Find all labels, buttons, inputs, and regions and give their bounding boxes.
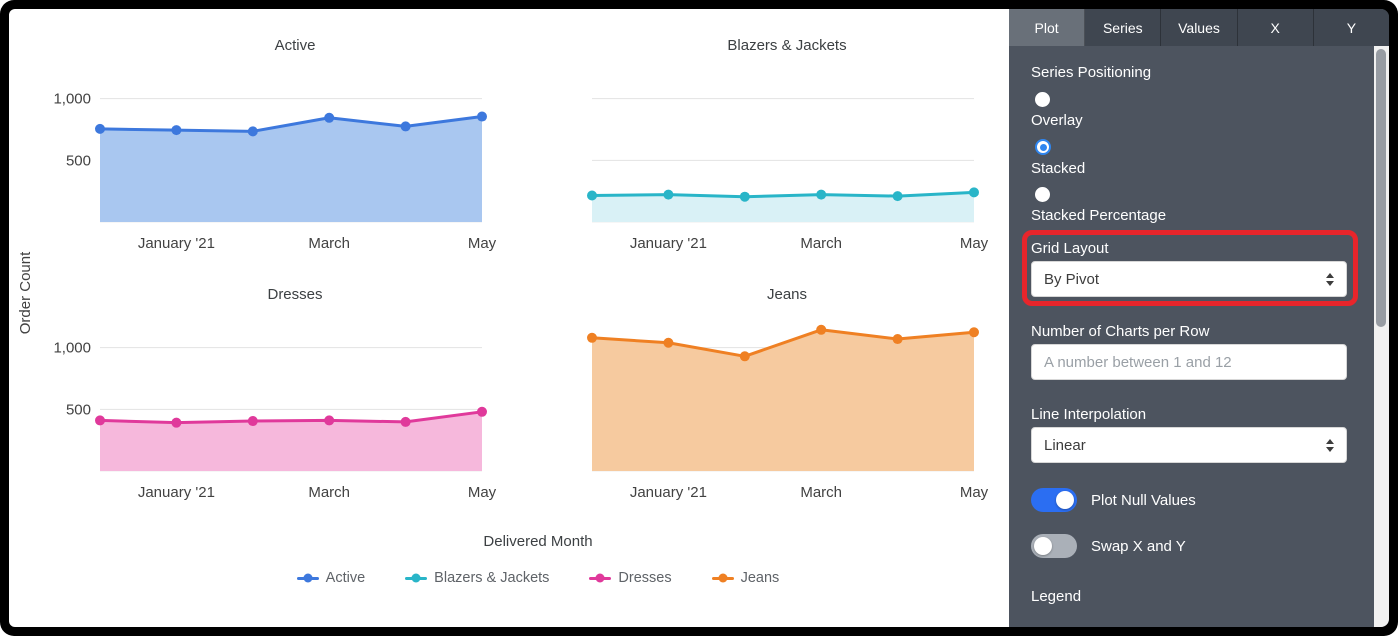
line-interpolation-section: Line Interpolation Linear — [1031, 406, 1347, 463]
radio-option-overlay[interactable]: Overlay — [1031, 92, 1347, 129]
updown-arrows-icon — [1326, 272, 1334, 286]
legend-label: Jeans — [740, 570, 780, 586]
grid-layout-label: Grid Layout — [1031, 240, 1109, 257]
legend-label: Blazers & Jackets — [434, 570, 550, 586]
toggle-label: Swap X and Y — [1091, 537, 1186, 555]
updown-arrows-icon — [1326, 438, 1334, 452]
x-axis-title: Delivered Month — [483, 533, 593, 550]
legend-item-blazers-jackets[interactable]: Blazers & Jackets — [405, 570, 549, 586]
chart-title: Dresses — [267, 286, 323, 303]
toggle-off-icon[interactable] — [1031, 534, 1077, 558]
tab-plot[interactable]: Plot — [1009, 9, 1086, 46]
radio-selected-icon[interactable] — [1035, 139, 1051, 155]
svg-text:1,000: 1,000 — [53, 91, 91, 108]
legend-section-label: Legend — [1031, 588, 1082, 605]
legend-marker-icon — [296, 573, 319, 584]
series-positioning-label: Series Positioning — [1031, 64, 1152, 81]
radio-label: Stacked — [1031, 160, 1086, 177]
line-interpolation-value: Linear — [1044, 436, 1086, 454]
scrollbar-thumb[interactable] — [1376, 49, 1386, 327]
chart-legend: Active Blazers & Jackets Dresses — [47, 570, 985, 586]
radio-dot — [1039, 143, 1047, 151]
radio-label: Overlay — [1031, 112, 1083, 129]
svg-text:May: May — [468, 235, 497, 252]
legend-item-active[interactable]: Active — [296, 570, 366, 586]
config-tab-bar: Plot Series Values X Y — [1009, 9, 1389, 46]
chart-title: Jeans — [766, 286, 808, 303]
y-axis-title-column: Order Count — [9, 9, 47, 627]
toggle-label: Plot Null Values — [1091, 491, 1196, 509]
toggle-row-swap-x-and-y[interactable]: Swap X and Y — [1031, 534, 1347, 558]
tab-y[interactable]: Y — [1313, 9, 1389, 46]
charts-per-row-label: Number of Charts per Row — [1031, 323, 1210, 340]
svg-text:March: March — [800, 235, 842, 252]
visualization-canvas: Order Count Active 500 1,000 January '21 Ma… — [9, 9, 1009, 627]
subplot-dresses: Dresses 500 1,000 January '21 March May — [47, 260, 496, 509]
svg-text:March: March — [308, 484, 350, 501]
vis-config-panel: Plot Series Values X Y Series Positionin… — [1009, 9, 1389, 627]
svg-text:March: March — [308, 235, 350, 252]
toggle-knob — [1056, 491, 1074, 509]
subplot-active: Active 500 1,000 January '21 March May — [47, 11, 496, 260]
area-chart-blazers-jackets[interactable]: January '21 March May — [542, 60, 989, 260]
area-chart-active[interactable]: 500 1,000 January '21 March May — [50, 60, 496, 260]
area-chart-jeans[interactable]: January '21 March May — [542, 309, 989, 509]
chart-title: Blazers & Jackets — [727, 37, 847, 54]
legend-marker-icon — [711, 573, 734, 584]
legend-item-dresses[interactable]: Dresses — [589, 570, 672, 586]
svg-text:March: March — [800, 484, 842, 501]
legend-marker-icon — [405, 573, 428, 584]
y-axis-title: Order Count — [17, 251, 34, 335]
legend-label: Active — [325, 570, 366, 586]
radio-unselected-icon[interactable] — [1035, 92, 1050, 107]
line-interpolation-label: Line Interpolation — [1031, 406, 1147, 423]
svg-text:May: May — [960, 484, 989, 501]
svg-text:500: 500 — [66, 152, 91, 169]
tab-values[interactable]: Values — [1161, 9, 1238, 46]
svg-text:January '21: January '21 — [138, 235, 215, 252]
plots-column: Active 500 1,000 January '21 March May Blaze… — [47, 9, 1009, 627]
toggle-on-icon[interactable] — [1031, 488, 1077, 512]
small-multiples-grid: Active 500 1,000 January '21 March May Blaze… — [47, 11, 989, 509]
svg-text:January '21: January '21 — [630, 484, 707, 501]
legend-label: Dresses — [618, 570, 672, 586]
charts-per-row-input[interactable] — [1031, 344, 1347, 380]
radio-unselected-icon[interactable] — [1035, 187, 1050, 202]
plot-settings-body: Series Positioning Overlay Stacked Stack… — [1009, 46, 1389, 627]
grid-layout-value: By Pivot — [1044, 270, 1100, 288]
svg-text:January '21: January '21 — [630, 235, 707, 252]
tab-x[interactable]: X — [1237, 9, 1314, 46]
legend-item-jeans[interactable]: Jeans — [711, 570, 780, 586]
grid-layout-section: Grid Layout By Pivot — [1022, 230, 1358, 306]
svg-text:1,000: 1,000 — [53, 340, 91, 357]
subplot-blazers-jackets: Blazers & Jackets January '21 March May — [539, 11, 989, 260]
radio-option-stacked[interactable]: Stacked — [1031, 139, 1347, 177]
radio-label: Stacked Percentage — [1031, 207, 1167, 224]
radio-option-stacked-percentage[interactable]: Stacked Percentage — [1031, 187, 1347, 224]
charts-per-row-section: Number of Charts per Row — [1031, 323, 1347, 380]
legend-marker-icon — [589, 573, 612, 584]
toggle-row-plot-null-values[interactable]: Plot Null Values — [1031, 488, 1347, 512]
svg-text:January '21: January '21 — [138, 484, 215, 501]
area-chart-dresses[interactable]: 500 1,000 January '21 March May — [50, 309, 496, 509]
toggle-knob — [1034, 537, 1052, 555]
grid-layout-select[interactable]: By Pivot — [1031, 261, 1347, 297]
svg-text:500: 500 — [66, 401, 91, 418]
svg-text:May: May — [960, 235, 989, 252]
tab-series[interactable]: Series — [1085, 9, 1162, 46]
line-interpolation-select[interactable]: Linear — [1031, 427, 1347, 463]
chart-title: Active — [274, 37, 316, 54]
svg-text:May: May — [468, 484, 497, 501]
subplot-jeans: Jeans January '21 March May — [539, 260, 989, 509]
panel-scrollbar[interactable] — [1374, 46, 1389, 627]
